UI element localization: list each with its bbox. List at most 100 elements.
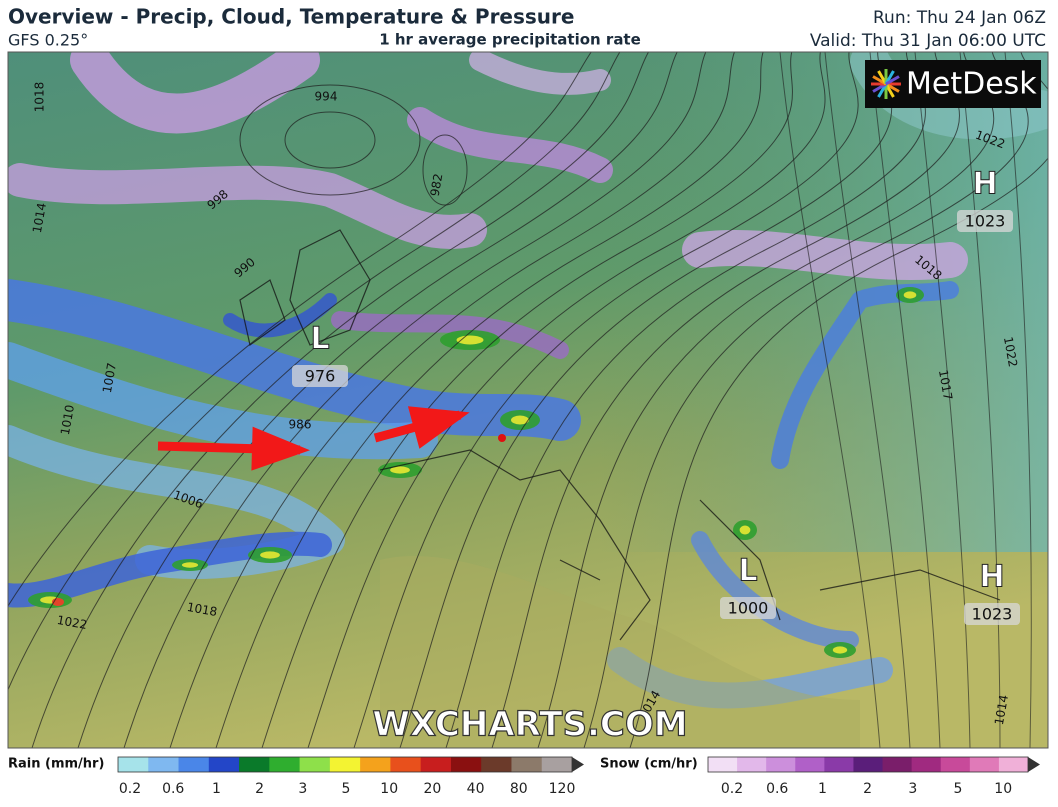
legend-swatch bbox=[940, 757, 971, 772]
legend-arrow bbox=[1028, 757, 1040, 772]
legend-tick-label: 3 bbox=[298, 781, 307, 797]
legend-title: Rain (mm/hr) bbox=[8, 757, 104, 772]
isobar bbox=[629, 52, 1048, 748]
legend-swatch bbox=[450, 757, 482, 772]
legend-swatch bbox=[329, 757, 361, 772]
coastline bbox=[239, 229, 1001, 641]
isobar bbox=[779, 52, 881, 748]
legend-swatch bbox=[178, 757, 210, 772]
isobar-label: 1022 bbox=[56, 613, 89, 632]
pressure-value: 1023 bbox=[965, 212, 1006, 231]
header-text: Overview - Precip, Cloud, Temperature & … bbox=[8, 5, 574, 29]
precip-band bbox=[331, 311, 569, 359]
precip-band bbox=[70, 52, 320, 134]
watermark: WXCHARTS.COM bbox=[372, 705, 687, 745]
pressure-symbol: H bbox=[972, 167, 997, 202]
legend-swatch bbox=[882, 757, 913, 772]
isobar-label: 1014 bbox=[992, 694, 1011, 727]
legend-tick-label: 3 bbox=[908, 781, 917, 797]
legend-tick-label: 2 bbox=[863, 781, 872, 797]
isobar bbox=[284, 111, 376, 169]
rain-core bbox=[832, 646, 848, 654]
legend-swatch bbox=[299, 757, 331, 772]
legend-tick-label: 2 bbox=[255, 781, 264, 797]
legend-tick-label: 0.6 bbox=[766, 781, 788, 797]
pressure-value: 1023 bbox=[972, 605, 1013, 624]
rain-core bbox=[181, 562, 199, 568]
header-text: Valid: Thu 31 Jan 06:00 UTC bbox=[810, 31, 1046, 51]
precip-band bbox=[223, 293, 337, 338]
legend-swatch bbox=[511, 757, 543, 772]
isobar bbox=[914, 52, 971, 748]
legend-tick-label: 20 bbox=[423, 781, 441, 797]
legend-swatch bbox=[853, 757, 884, 772]
legend-tick-label: 1 bbox=[818, 781, 827, 797]
isobar bbox=[31, 52, 650, 748]
isobar-label: 1022 bbox=[1001, 336, 1020, 369]
precip-band bbox=[469, 52, 611, 95]
isobar bbox=[422, 134, 468, 206]
pressure-value: 1000 bbox=[728, 599, 769, 618]
logo-text: MetDesk bbox=[906, 67, 1037, 102]
isobar-label: 986 bbox=[289, 418, 312, 432]
header-text: Run: Thu 24 Jan 06Z bbox=[873, 8, 1046, 28]
legend-swatch bbox=[911, 757, 942, 772]
precip-band bbox=[8, 163, 487, 249]
header-text: GFS 0.25° bbox=[8, 31, 88, 50]
legend-swatch bbox=[118, 757, 149, 772]
isobar bbox=[77, 52, 678, 748]
legend-swatch bbox=[208, 757, 240, 772]
legend-swatch bbox=[481, 757, 512, 772]
rain-core bbox=[511, 415, 529, 425]
isobar bbox=[8, 52, 592, 607]
rain-core bbox=[390, 466, 410, 474]
precip-band bbox=[8, 342, 438, 460]
legend-swatch bbox=[998, 757, 1029, 772]
isobar bbox=[307, 52, 826, 748]
arrow-head bbox=[407, 406, 470, 449]
isobar-label: 1014 bbox=[30, 202, 49, 235]
legend-tick-label: 5 bbox=[954, 781, 963, 797]
isobar bbox=[824, 52, 911, 748]
pressure-value-box bbox=[720, 597, 776, 619]
legend-swatch bbox=[360, 757, 391, 772]
legend-swatch bbox=[737, 757, 767, 772]
legend-swatch bbox=[420, 757, 452, 772]
precip-band bbox=[407, 107, 613, 183]
legend-swatch bbox=[148, 757, 180, 772]
legend-title: Snow (cm/hr) bbox=[600, 757, 698, 772]
pressure-symbol: L bbox=[310, 322, 329, 357]
isobar-label: 1018 bbox=[33, 82, 47, 113]
legend-tick-label: 5 bbox=[342, 781, 351, 797]
legend-tick-label: 80 bbox=[510, 781, 528, 797]
legend-swatch bbox=[269, 757, 301, 772]
isobar-label: 1007 bbox=[100, 362, 119, 395]
isobar bbox=[169, 52, 736, 748]
isobar bbox=[215, 52, 764, 748]
pressure-value-box bbox=[292, 365, 348, 387]
precip-band bbox=[8, 531, 332, 608]
legend-tick-label: 0.6 bbox=[162, 781, 184, 797]
legend-tick-label: 0.2 bbox=[721, 781, 743, 797]
header-text: 1 hr average precipitation rate bbox=[379, 31, 641, 49]
legend-tick-label: 10 bbox=[380, 781, 398, 797]
legend-arrow bbox=[572, 757, 584, 772]
legend-swatch bbox=[969, 757, 1000, 772]
isobar bbox=[261, 52, 793, 748]
rain-core bbox=[456, 335, 484, 345]
isobar-label: 994 bbox=[315, 90, 338, 104]
marker bbox=[498, 434, 506, 442]
legend-swatch bbox=[824, 757, 854, 772]
pressure-value-box bbox=[964, 603, 1020, 625]
legend-swatch bbox=[708, 757, 738, 772]
rain-core bbox=[260, 551, 280, 559]
precip-band bbox=[682, 230, 968, 280]
isobar bbox=[239, 84, 421, 196]
pressure-value-box bbox=[957, 210, 1013, 232]
legend-swatch bbox=[766, 757, 796, 772]
pressure-symbol: H bbox=[979, 560, 1004, 595]
pressure-value: 976 bbox=[305, 367, 336, 386]
isobar-label: 1017 bbox=[936, 369, 955, 402]
